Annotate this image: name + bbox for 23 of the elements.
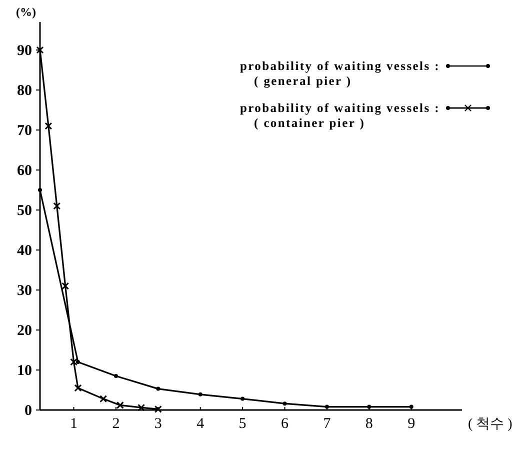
y-axis-title: (%): [16, 5, 36, 19]
y-tick-label: 70: [17, 123, 32, 139]
y-tick-label: 80: [17, 83, 32, 99]
x-tick-label: 5: [238, 416, 246, 432]
y-tick-label: 0: [24, 403, 32, 419]
legend-label: probability of waiting vessels : ( general pier ): [240, 59, 440, 88]
x-tick-label: 9: [408, 416, 416, 432]
x-tick-label: 1: [70, 416, 78, 432]
y-tick-label: 50: [17, 203, 32, 219]
x-tick-label: 2: [112, 416, 120, 432]
y-tick-label: 60: [17, 163, 32, 179]
x-tick-label: 7: [323, 416, 332, 432]
y-tick-label: 20: [17, 323, 32, 339]
x-tick-label: 3: [154, 416, 162, 432]
x-tick-label: 6: [281, 416, 290, 432]
y-tick-label: 30: [17, 283, 32, 299]
x-axis-title: ( 척수 ): [468, 417, 513, 432]
y-tick-label: 40: [17, 243, 32, 259]
y-tick-label: 90: [17, 43, 32, 59]
legend-label: probability of waiting vessels : ( container pier ): [240, 101, 440, 130]
x-tick-label: 8: [365, 416, 373, 432]
x-tick-label: 4: [196, 416, 205, 432]
y-tick-label: 10: [17, 363, 32, 379]
